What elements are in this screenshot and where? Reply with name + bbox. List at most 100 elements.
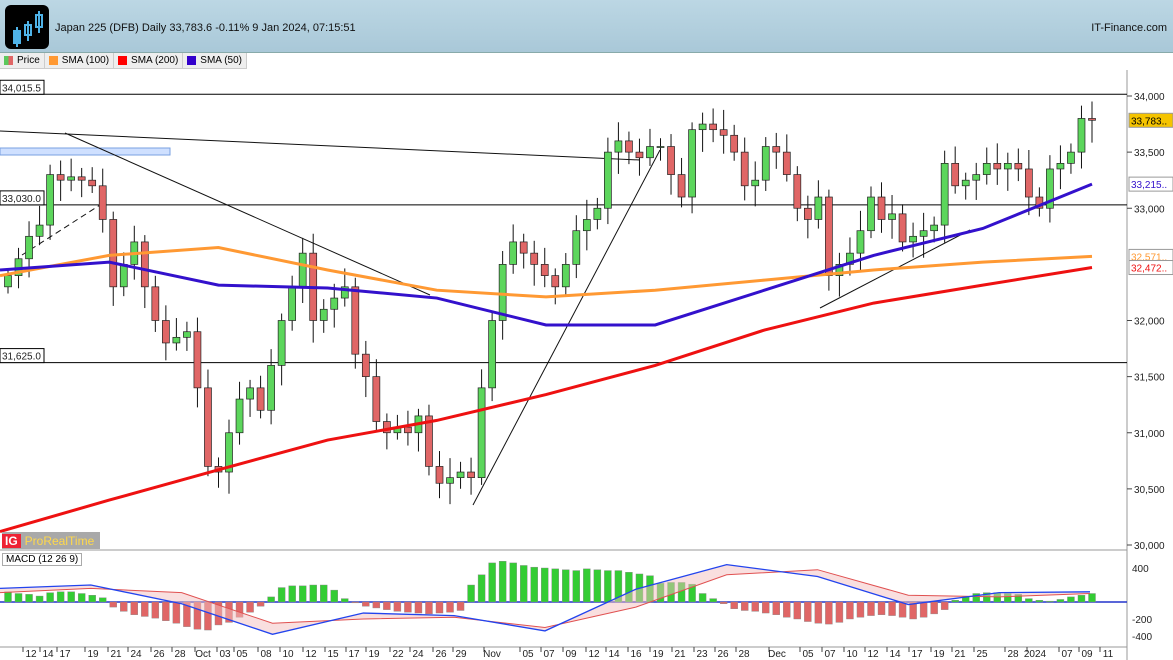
instrument-title: Japan 225 (DFB) Daily 33,783.6 -0.11% 9 … bbox=[55, 22, 356, 34]
candle bbox=[361, 340, 370, 398]
candle-body bbox=[814, 196, 823, 220]
candle bbox=[77, 167, 86, 198]
candle bbox=[519, 233, 528, 269]
ig-logo: IG bbox=[2, 533, 21, 548]
candle bbox=[540, 247, 549, 288]
x-tick-label: 23 bbox=[696, 649, 708, 660]
candle bbox=[414, 408, 423, 452]
candle-body bbox=[635, 151, 644, 159]
candle bbox=[488, 311, 496, 402]
candle-body bbox=[825, 196, 833, 276]
macd-histogram-bar bbox=[709, 598, 717, 603]
candle-body bbox=[509, 241, 518, 265]
candle-body bbox=[561, 264, 570, 288]
candle bbox=[256, 375, 265, 419]
legend-sma100[interactable]: SMA (100) bbox=[45, 53, 115, 68]
macd-histogram-bar bbox=[762, 601, 770, 614]
candle-body bbox=[709, 123, 717, 131]
candle-body bbox=[435, 466, 444, 484]
candle-body bbox=[77, 176, 86, 181]
macd-histogram-bar bbox=[972, 593, 980, 603]
legend-price[interactable]: Price bbox=[0, 53, 45, 68]
macd-histogram-bar bbox=[120, 601, 128, 612]
candle bbox=[446, 458, 454, 505]
candle bbox=[56, 160, 65, 201]
candle bbox=[614, 122, 623, 174]
candle bbox=[972, 162, 981, 200]
candle bbox=[151, 275, 160, 332]
legend-sma200[interactable]: SMA (200) bbox=[114, 53, 184, 68]
candle-body bbox=[109, 219, 118, 288]
macd-histogram-bar bbox=[256, 601, 265, 607]
candle-body bbox=[467, 471, 475, 479]
x-tick-label: 22 bbox=[392, 649, 404, 660]
macd-histogram-bar bbox=[519, 565, 528, 603]
candle bbox=[404, 410, 412, 446]
candle-body bbox=[88, 179, 97, 187]
candle bbox=[1056, 145, 1065, 190]
candle bbox=[193, 317, 202, 408]
candle-body bbox=[940, 163, 949, 226]
macd-histogram-bar bbox=[362, 601, 370, 607]
candle-body bbox=[972, 174, 981, 181]
sma50-swatch-icon bbox=[187, 56, 197, 65]
candle-body bbox=[572, 230, 581, 265]
candle bbox=[772, 132, 781, 169]
legend-label: Price bbox=[17, 55, 40, 66]
candle bbox=[646, 128, 654, 166]
x-tick-label: 14 bbox=[42, 649, 54, 660]
candle bbox=[751, 161, 760, 207]
candle bbox=[204, 369, 212, 477]
x-tick-label: 10 bbox=[282, 649, 294, 660]
candle-body bbox=[35, 224, 44, 237]
candle bbox=[277, 313, 286, 386]
last-price-label: 33,783.. bbox=[1131, 116, 1167, 127]
candle bbox=[383, 413, 391, 450]
macd-histogram-bar bbox=[572, 570, 581, 603]
macd-histogram-bar bbox=[246, 601, 254, 613]
candle-body bbox=[667, 146, 675, 175]
candle-body bbox=[383, 421, 391, 434]
candle bbox=[709, 108, 717, 143]
candle-body bbox=[46, 174, 54, 226]
candle bbox=[814, 180, 823, 229]
y-tick-label: 31,500 bbox=[1134, 373, 1165, 384]
candle-body bbox=[456, 471, 465, 479]
legend-sma50[interactable]: SMA (50) bbox=[183, 53, 247, 68]
candle bbox=[572, 215, 581, 279]
candle bbox=[477, 369, 486, 485]
macd-histogram-bar bbox=[88, 595, 96, 603]
x-tick-label: 15 bbox=[327, 649, 339, 660]
candle bbox=[35, 205, 44, 246]
candle-body bbox=[298, 252, 307, 288]
y-tick-label: 30,500 bbox=[1134, 485, 1165, 496]
candle-body bbox=[751, 179, 760, 187]
macd-histogram-bar bbox=[172, 601, 181, 624]
macd-histogram-bar bbox=[404, 601, 412, 613]
macd-histogram-bar bbox=[541, 567, 549, 603]
candle bbox=[919, 212, 928, 258]
macd-histogram-bar bbox=[351, 601, 360, 604]
macd-histogram-bar bbox=[267, 596, 275, 603]
macd-histogram-bar bbox=[846, 601, 854, 620]
candle bbox=[372, 359, 381, 433]
level-label-box bbox=[0, 190, 45, 206]
x-tick-label: 11 bbox=[1103, 649, 1114, 660]
macd-histogram-bar bbox=[56, 591, 65, 603]
level-label: 33,030.0 bbox=[2, 194, 41, 205]
macd-histogram-bar bbox=[425, 601, 433, 615]
macd-histogram-bar bbox=[1025, 598, 1033, 603]
candle bbox=[846, 237, 854, 276]
macd-histogram-bar bbox=[551, 568, 559, 603]
candle-body bbox=[961, 179, 970, 187]
y-tick-label: 34,000 bbox=[1134, 92, 1165, 103]
macd-histogram-bar bbox=[456, 601, 465, 611]
candle bbox=[246, 379, 254, 417]
sma100-value-label: 32,571.. bbox=[1131, 252, 1167, 263]
macd-histogram-bar bbox=[698, 593, 707, 603]
candle bbox=[793, 166, 802, 222]
candle-body bbox=[1077, 118, 1086, 153]
candle-body bbox=[614, 140, 623, 153]
macd-histogram-bar bbox=[67, 591, 75, 603]
